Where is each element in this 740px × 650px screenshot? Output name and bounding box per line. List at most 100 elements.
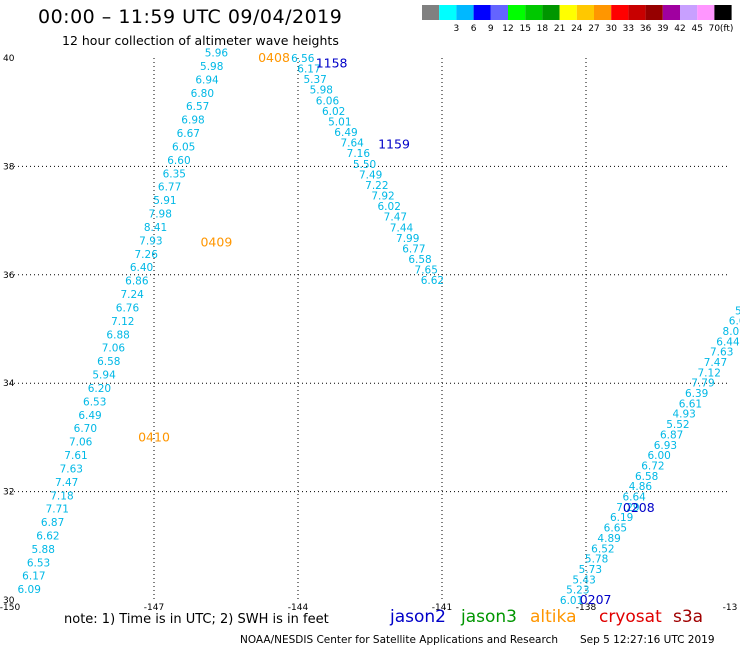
satellite-tracks: 5.965.986.946.806.576.986.676.056.606.35…	[18, 48, 740, 607]
lat-tick-label: 40	[3, 54, 15, 64]
lon-tick-label: -147	[144, 603, 164, 613]
track-a: 5.965.986.94 6.806.57 6.986.676.05 6.606.35…	[18, 48, 229, 597]
lat-tick-label: 36	[3, 271, 15, 281]
lon-tick-label: -13	[723, 603, 738, 613]
swh-value: 7.18	[50, 490, 73, 502]
satellite-jason2: jason2	[390, 607, 446, 627]
legend-swatch	[680, 5, 698, 20]
lon-tick-label: -150	[0, 603, 20, 613]
swh-value: 7.47	[55, 477, 78, 489]
swh-value: 6.67	[177, 128, 200, 140]
swh-value: 5.37	[303, 74, 326, 86]
track-time-labels: 040804090410115811590208020702	[138, 50, 655, 607]
legend-swatch	[697, 5, 715, 20]
page-subtitle: 12 hour collection of altimeter wave hei…	[62, 33, 339, 48]
swh-value: 6.64	[622, 492, 646, 504]
swh-value: 6.94	[195, 74, 219, 86]
swh-value: 5.78	[585, 554, 608, 566]
swh-value: 6.58	[635, 471, 658, 483]
lon-tick-label: -144	[288, 603, 309, 613]
swh-value: 6.61	[679, 398, 702, 410]
swh-value: 5.23	[566, 585, 589, 597]
swh-value: 6.56	[291, 53, 315, 65]
legend-swatch	[456, 5, 474, 20]
legend-label: 45	[691, 24, 702, 34]
legend-swatch	[645, 5, 663, 20]
swh-value: 7.92	[371, 191, 394, 203]
legend-label: 6	[471, 24, 477, 34]
swh-value: 6.17	[297, 64, 320, 76]
legend-swatch	[662, 5, 680, 20]
swh-value: 6.65	[604, 523, 627, 535]
footer-note: note: 1) Time is in UTC; 2) SWH is in fe…	[64, 612, 329, 627]
legend-label: 39	[657, 24, 669, 34]
swh-value: 6.88	[106, 329, 129, 341]
swh-value: 6.02	[378, 201, 401, 213]
swh-value: 6.87	[660, 429, 683, 441]
swh-value: 5.82	[735, 305, 740, 317]
axis-ticks: -150 -147 -144 -141 -138 -13 30 32 34 36 38 40	[0, 54, 737, 613]
legend-label: 30	[605, 24, 617, 34]
swh-value: 6.77	[402, 243, 425, 255]
swh-value: 7.26	[135, 249, 159, 261]
swh-value: 7.44	[390, 222, 414, 234]
swh-value: 6.02	[322, 106, 345, 118]
swh-value: 7.24	[120, 289, 144, 301]
swh-value: 5.98	[200, 61, 223, 73]
swh-value: 6.53	[83, 396, 106, 408]
legend-label: 9	[488, 24, 494, 34]
swh-value: 6.62	[36, 531, 59, 543]
credit-text: NOAA/NESDIS Center for Satellite Applica…	[240, 634, 558, 646]
legend-swatch	[473, 5, 491, 20]
swh-value: 7.06	[69, 437, 93, 449]
swh-value: 7.93	[139, 235, 162, 247]
swh-value: 7.16	[347, 148, 371, 160]
swh-value: 6.00	[647, 450, 670, 462]
legend-swatch	[714, 5, 732, 20]
swh-value: 7.79	[691, 378, 714, 390]
lon-tick-label: -141	[432, 603, 452, 613]
swh-value: 5.73	[579, 564, 602, 576]
swh-value: 6.05	[172, 141, 195, 153]
lat-tick-label: 30	[3, 596, 15, 606]
track-time-label: 0408	[258, 50, 290, 65]
swh-value: 5.94	[92, 370, 116, 382]
legend-label: 42	[674, 24, 685, 34]
swh-value: 6.93	[654, 440, 677, 452]
legend-swatch	[628, 5, 646, 20]
generated-timestamp: Sep 5 12:27:16 UTC 2019	[580, 634, 715, 646]
swh-value: 6.17	[22, 571, 45, 583]
satellite-jason3: jason3	[461, 607, 517, 627]
legend-label: 3	[454, 24, 460, 34]
swh-value: 6.58	[408, 254, 431, 266]
legend-swatch	[542, 5, 560, 20]
swh-value: 6.53	[27, 557, 50, 569]
lat-tick-label: 32	[3, 488, 14, 498]
swh-value: 7.49	[359, 169, 382, 181]
legend-swatch	[422, 5, 440, 20]
satellite-cryosat: cryosat	[599, 607, 662, 627]
swh-value: 8.09	[723, 326, 740, 338]
swh-value: 6.40	[130, 262, 153, 274]
swh-value: 6.52	[591, 543, 614, 555]
legend-label: 18	[537, 24, 549, 34]
swh-value: 7.61	[64, 450, 87, 462]
swh-value: 7.63	[710, 347, 733, 359]
legend-swatch	[559, 5, 577, 20]
satellite-altika: altika	[530, 607, 577, 627]
swh-value: 6.77	[158, 182, 181, 194]
swh-value: 4.93	[672, 409, 695, 421]
legend-swatch	[439, 5, 457, 20]
swh-value: 7.64	[340, 138, 364, 150]
swh-value: 7.12	[111, 316, 134, 328]
swh-value: 6.49	[334, 127, 357, 139]
track-time-label: 0410	[138, 429, 170, 444]
swh-value: 5.50	[353, 159, 376, 171]
swh-value: 5.98	[310, 85, 333, 97]
swh-value: 6.09	[18, 584, 41, 596]
swh-value: 7.98	[149, 209, 172, 221]
swh-value: 7.71	[46, 504, 69, 516]
swh-value: 8.41	[144, 222, 167, 234]
swh-value: 6.80	[191, 88, 214, 100]
legend-swatch	[490, 5, 508, 20]
